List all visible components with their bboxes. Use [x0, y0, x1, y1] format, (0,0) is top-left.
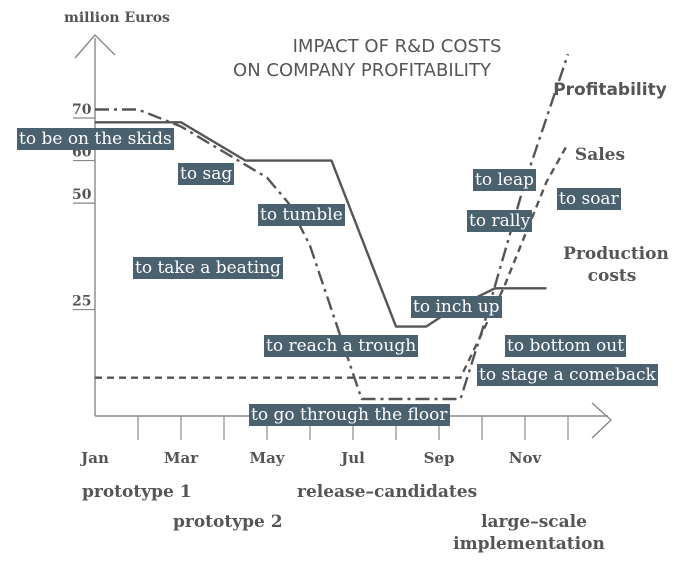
- annotation-to-leap: to leap: [473, 169, 536, 191]
- chart-title-line-2: ON COMPANY PROFITABILITY: [233, 60, 492, 81]
- x-tick-label-nov: Nov: [509, 449, 543, 467]
- annotation-to-reach-a-trough: to reach a trough: [264, 335, 419, 357]
- series-label-sales: Sales: [575, 145, 625, 165]
- y-tick-label-50: 50: [72, 187, 92, 203]
- annotation-to-stage-a-comeback: to stage a comeback: [477, 364, 658, 386]
- series-label-production-line-2: costs: [588, 266, 637, 286]
- phase-label-implementation: implementation: [453, 534, 605, 554]
- series-label-profitability: Profitability: [553, 80, 667, 100]
- annotation-to-take-a-beating: to take a beating: [133, 257, 283, 279]
- series-line-production-costs: [95, 121, 547, 328]
- annotation-to-be-on-the-skids: to be on the skids: [17, 128, 174, 150]
- annotation-to-bottom-out: to bottom out: [505, 335, 627, 357]
- x-tick-label-mar: Mar: [164, 449, 199, 467]
- y-axis-label: million Euros: [64, 10, 170, 26]
- annotation-to-inch-up: to inch up: [411, 296, 502, 318]
- y-tick-label-25: 25: [72, 294, 91, 310]
- annotation-to-tumble: to tumble: [258, 204, 345, 226]
- phase-label-prototype-2: prototype 2: [173, 512, 283, 532]
- y-axis-arrow: [74, 33, 116, 59]
- annotation-to-soar: to soar: [557, 188, 621, 210]
- y-tick-label-70: 70: [72, 102, 92, 118]
- series-line-sales: [95, 142, 570, 379]
- phase-label-large-scale: large–scale: [481, 512, 587, 532]
- x-axis-arrow: [591, 402, 613, 439]
- annotation-to-go-through-the-floor: to go through the floor: [249, 404, 450, 426]
- annotation-to-sag: to sag: [178, 163, 235, 185]
- phase-label-prototype-1: prototype 1: [82, 482, 192, 502]
- x-tick-label-sep: Sep: [424, 449, 455, 467]
- chart-background: [63, 5, 680, 555]
- x-tick-label-jan: Jan: [79, 449, 109, 467]
- x-tick-label-jul: Jul: [339, 449, 365, 467]
- series-label-production-line-1: Production: [563, 244, 669, 264]
- x-tick-label-may: May: [249, 449, 285, 467]
- phase-label-release-candidates: release–candidates: [297, 482, 477, 502]
- annotation-to-rally: to rally: [467, 210, 533, 232]
- chart-title-line-1: IMPACT OF R&D COSTS: [293, 36, 502, 57]
